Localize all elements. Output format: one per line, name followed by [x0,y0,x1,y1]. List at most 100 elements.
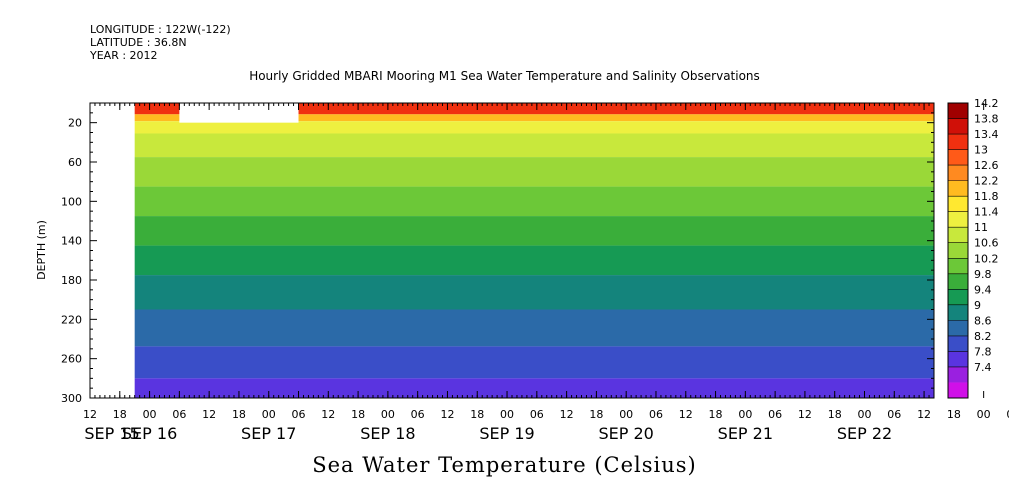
colorbar-swatch [948,304,968,321]
y-tick-label: 20 [68,117,82,130]
colorbar-label: 11.4 [974,206,999,219]
x-hour-tick-label: 18 [232,408,246,421]
x-hour-tick-label: 12 [560,408,574,421]
y-tick-label: 220 [61,313,82,326]
colorbar-label: 12.6 [974,159,999,172]
temperature-band [134,157,934,187]
x-date-label: SEP 18 [360,424,415,443]
colorbar-label: 13.8 [974,113,999,126]
x-hour-tick-label: 00 [738,408,752,421]
x-hour-tick-label: 12 [798,408,812,421]
x-hour-tick-label: 12 [83,408,97,421]
x-hour-tick-label: 06 [649,408,663,421]
x-hour-tick-label: 00 [381,408,395,421]
colorbar-label: 11 [974,221,988,234]
colorbar-swatch [948,227,968,243]
x-date-label: SEP 19 [479,424,534,443]
x-hour-tick-label: 06 [1006,408,1009,421]
colorbar-label: 9.4 [974,283,992,296]
temperature-band [134,103,934,115]
colorbar-swatch [948,289,968,305]
y-tick-label: 60 [68,156,82,169]
x-date-label: SEP 20 [599,424,654,443]
x-hour-tick-label: 06 [292,408,306,421]
x-hour-tick-label: 12 [917,408,931,421]
temperature-band [134,114,934,122]
colorbar-swatch [948,351,968,367]
x-date-label: SEP 17 [241,424,296,443]
x-hour-tick-label: 12 [679,408,693,421]
temperature-band [134,346,934,379]
x-date-label: SEP 22 [837,424,892,443]
colorbar-swatch [948,165,968,181]
colorbar-swatch [948,149,968,166]
y-axis-label: DEPTH (m) [35,220,48,280]
colorbar-label: 8.6 [974,314,992,327]
y-tick-label: 140 [61,235,82,248]
colorbar-label: 14.2 [974,97,999,110]
x-hour-tick-label: 18 [947,408,961,421]
x-hour-tick-label: 12 [202,408,216,421]
colorbar-label: 13 [974,144,988,157]
temperature-band [134,309,934,347]
x-date-label: SEP 21 [718,424,773,443]
x-hour-tick-label: 06 [768,408,782,421]
x-hour-tick-label: 06 [411,408,425,421]
x-hour-tick-label: 12 [440,408,454,421]
y-tick-label: 300 [61,392,82,405]
colorbar-label: 13.4 [974,128,999,141]
x-date-label: SEP 16 [122,424,177,443]
x-hour-tick-label: 18 [351,408,365,421]
temperature-band [134,121,934,134]
colorbar-label: 10.2 [974,252,999,265]
year-label: YEAR : 2012 [90,49,158,62]
colorbar-swatch [948,103,968,119]
colorbar-swatch [948,180,968,197]
colorbar-swatch [948,196,968,212]
temperature-band [134,275,934,310]
temperature-band [134,245,934,276]
colorbar-label: 11.8 [974,190,999,203]
x-hour-tick-label: 18 [828,408,842,421]
x-hour-tick-label: 18 [470,408,484,421]
colorbar-swatch [948,258,968,274]
colorbar-label: 8.2 [974,330,992,343]
colorbar-swatch [948,242,968,259]
longitude-label: LONGITUDE : 122W(-122) [90,23,231,36]
temperature-band [134,216,934,246]
y-tick-label: 100 [61,195,82,208]
x-hour-tick-label: 00 [500,408,514,421]
colorbar-swatch [948,273,968,290]
colorbar-swatch [948,382,968,398]
y-tick-label: 180 [61,274,82,287]
colorbar-label: 10.6 [974,237,999,250]
temperature-band [134,133,934,158]
x-hour-tick-label: 00 [143,408,157,421]
colorbar-swatch [948,211,968,228]
temperature-band [134,378,934,398]
x-hour-tick-label: 18 [113,408,127,421]
temperature-band [134,186,934,217]
colorbar-swatch [948,335,968,352]
colorbar-swatch [948,118,968,135]
x-hour-tick-label: 00 [857,408,871,421]
x-hour-tick-label: 00 [619,408,633,421]
colorbar-label: 9 [974,299,981,312]
colorbar-label: 7.4 [974,361,992,374]
variable-title: Sea Water Temperature (Celsius) [312,453,697,477]
chart-title: Hourly Gridded MBARI Mooring M1 Sea Wate… [249,69,760,83]
x-hour-tick-label: 06 [172,408,186,421]
colorbar-label: 12.2 [974,175,999,188]
x-hour-tick-label: 00 [262,408,276,421]
colorbar-label: 7.8 [974,345,992,358]
colorbar-label: 9.8 [974,268,992,281]
colorbar-swatch [948,320,968,336]
x-date-label: SEP 15 [84,424,139,443]
x-hour-tick-label: 18 [589,408,603,421]
latitude-label: LATITUDE : 36.8N [90,36,187,49]
x-hour-tick-label: 06 [530,408,544,421]
x-hour-tick-label: 12 [321,408,335,421]
colorbar-swatch [948,134,968,150]
colorbar-swatch [948,366,968,383]
